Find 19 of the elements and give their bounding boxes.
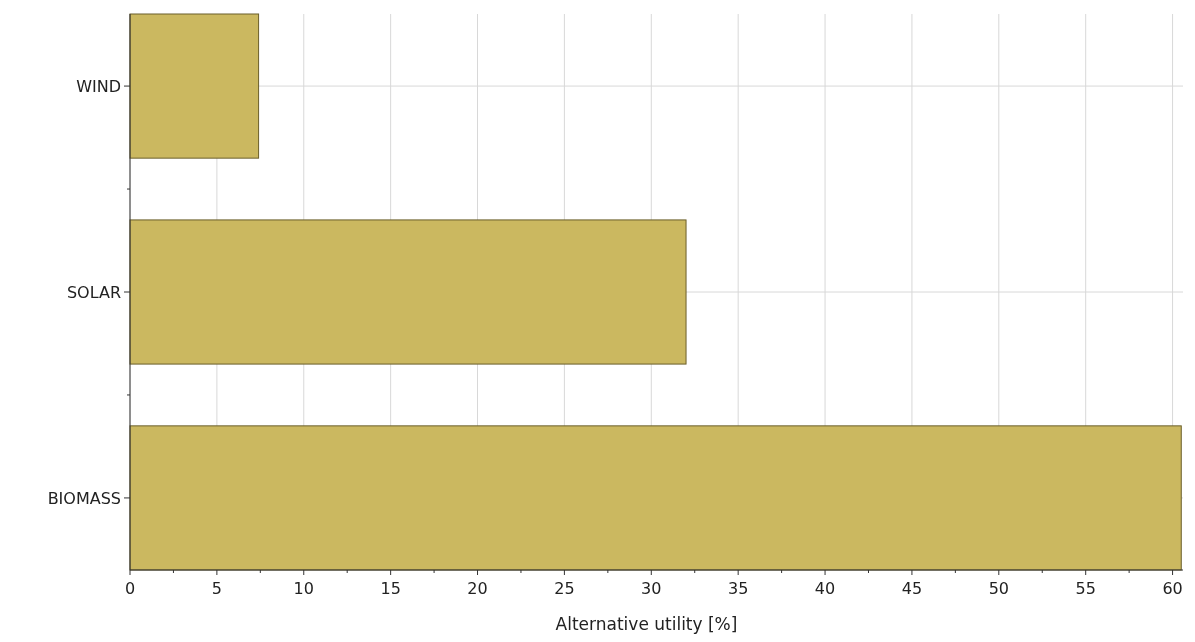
x-tick-label: 15 (380, 579, 401, 598)
x-axis-title: Alternative utility [%] (555, 614, 738, 634)
x-tick-label: 45 (901, 579, 923, 598)
x-tick-label: 55 (1075, 579, 1096, 598)
x-tick-label: 60 (1162, 579, 1183, 598)
x-tick-label: 30 (641, 579, 662, 598)
bar (129, 219, 687, 365)
x-tick-label: 25 (554, 579, 575, 598)
x-tick-label: 20 (467, 579, 488, 598)
x-tick-label: 5 (211, 579, 222, 598)
y-tick-label: BIOMASS (47, 488, 121, 508)
x-tick-label: 0 (124, 579, 136, 598)
bar (129, 13, 260, 159)
y-tick-label: SOLAR (66, 283, 121, 302)
x-tick-label: 10 (293, 579, 314, 598)
x-tick-label: 50 (988, 579, 1009, 598)
y-tick-label: WIND (76, 77, 121, 97)
x-tick-label: 40 (814, 579, 836, 598)
x-tick-label: 35 (727, 579, 749, 598)
